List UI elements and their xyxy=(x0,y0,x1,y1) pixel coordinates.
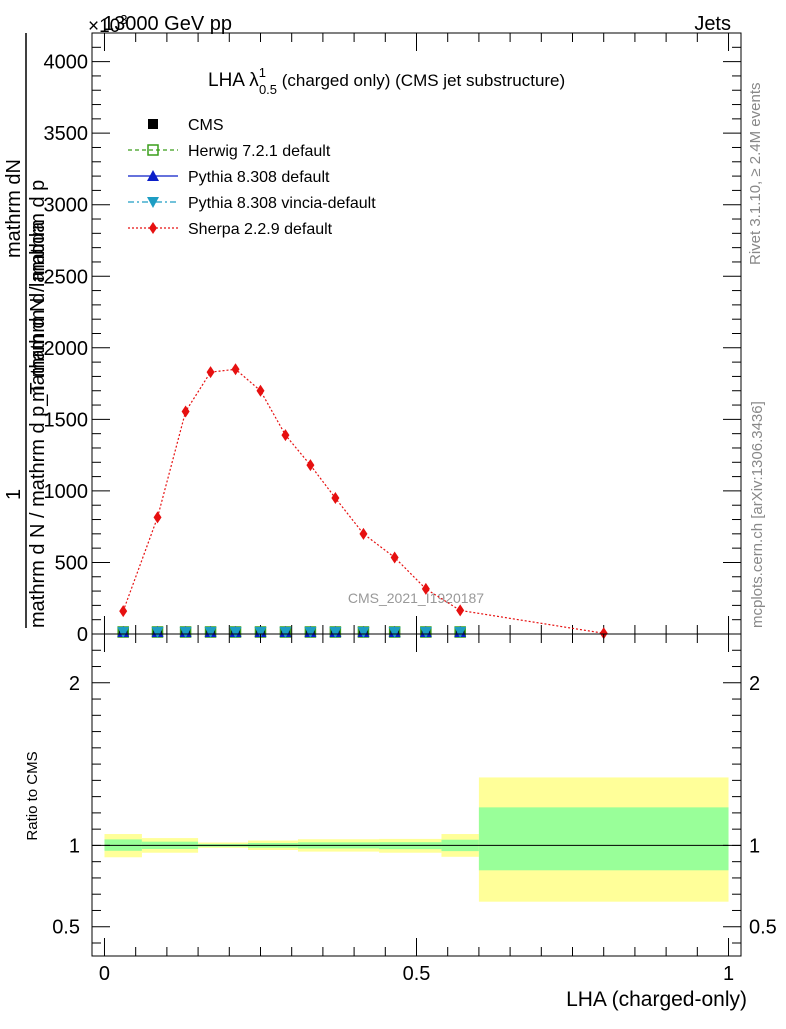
data-point xyxy=(231,363,240,376)
ratio-bands xyxy=(104,777,729,902)
main-y-ticks: 0 500 1000 1500 2000 2500 3000 3500 4000 xyxy=(44,32,741,646)
data-point xyxy=(151,627,164,638)
data-point xyxy=(181,405,190,418)
data-point xyxy=(454,627,467,638)
ratio-panel: 0.5 0.51 12 2 0 0.5 1 Ratio to CMS LHA (charg… xyxy=(24,633,777,1011)
data-point xyxy=(456,604,465,617)
x-tick-label: 0.5 xyxy=(403,963,431,985)
x-tick-label: 1 xyxy=(723,963,734,985)
title-sup: 1 xyxy=(259,65,266,80)
energy-label: 13000 GeV pp xyxy=(103,13,232,35)
ratio-y-axis-title: Ratio to CMS xyxy=(24,751,41,840)
ylabel-numerator: mathrm dN xyxy=(3,159,25,258)
y-tick-label: 3000 xyxy=(44,195,89,217)
legend: CMS Herwig 7.2.1 default Pythia 8.308 defa… xyxy=(128,117,376,238)
title-text: LHA λ1 0.5 (charged only) (CMS jet substr… xyxy=(208,65,565,97)
main-y-axis-title: mathrm dN 1 mathrm d N / mathrm d p_T ma… xyxy=(3,33,49,628)
rivet-label: Rivet 3.1.10, ≥ 2.4M events xyxy=(747,83,764,266)
analysis-watermark: CMS_2021_I1920187 xyxy=(348,590,484,606)
data-point xyxy=(388,627,401,638)
ratio-y-tick-label: 1 xyxy=(69,835,80,857)
ratio-y-tick-label: 2 xyxy=(69,673,80,695)
legend-label: CMS xyxy=(188,117,224,134)
y-tick-label: 2000 xyxy=(44,338,89,360)
y-exponent-power: 3 xyxy=(120,12,127,27)
data-point xyxy=(329,627,342,638)
legend-marker xyxy=(147,144,159,156)
data-point xyxy=(279,627,292,638)
y-exponent-label: ×103 xyxy=(88,12,127,37)
y-tick-label: 1500 xyxy=(44,409,89,431)
data-point xyxy=(331,492,340,505)
y-tick-label: 500 xyxy=(55,552,88,574)
ylabel-denominator: mathrm d N / mathrm d p_T mathrm d lambd… xyxy=(27,221,49,628)
data-point xyxy=(421,582,430,595)
ratio-y-tick-label-right: 2 xyxy=(749,673,760,695)
ylabel-one: 1 xyxy=(3,489,25,500)
legend-label: Pythia 8.308 vincia-default xyxy=(188,195,376,212)
y-tick-label: 2500 xyxy=(44,266,89,288)
legend-label: Sherpa 2.2.9 default xyxy=(188,221,333,238)
data-point xyxy=(254,627,267,638)
legend-marker xyxy=(147,197,159,208)
y-exponent-base: ×10 xyxy=(88,16,120,37)
process-label: Jets xyxy=(694,13,731,35)
ratio-y-tick-label-right: 0.5 xyxy=(749,917,777,939)
data-point xyxy=(204,627,217,638)
ylabel-inner: mathrm d N / mathrm d p xyxy=(27,180,49,402)
ratio-x-ticks: 0 0.5 1 xyxy=(99,634,734,985)
ratio-y-ticks: 0.5 0.5 1 1 2 2 xyxy=(52,649,777,944)
ratio-y-tick-label-right: 1 xyxy=(749,835,760,857)
data-point xyxy=(306,459,315,472)
title-main: LHA λ xyxy=(208,70,259,91)
data-point xyxy=(119,605,128,618)
x-tick-label: 0 xyxy=(99,963,110,985)
plot-title: LHA λ1 0.5 (charged only) (CMS jet substr… xyxy=(208,65,565,97)
legend-marker xyxy=(148,119,158,129)
data-point xyxy=(357,627,370,638)
data-point xyxy=(179,627,192,638)
data-point xyxy=(599,627,608,640)
data-point xyxy=(419,627,432,638)
sherpa-line xyxy=(122,368,604,634)
y-tick-label: 1000 xyxy=(44,481,89,503)
data-point xyxy=(206,366,215,379)
y-tick-label: 0 xyxy=(77,624,88,646)
ratio-y-tick-label: 0.5 xyxy=(52,917,80,939)
data-point xyxy=(153,511,162,524)
data-point xyxy=(229,627,242,638)
data-point xyxy=(304,627,317,638)
legend-label: Pythia 8.308 default xyxy=(188,169,330,186)
data-point xyxy=(390,551,399,564)
y-tick-label: 4000 xyxy=(44,52,89,74)
data-point xyxy=(281,429,290,442)
legend-label: Herwig 7.2.1 default xyxy=(188,143,331,160)
main-panel: 0 500 1000 1500 2000 2500 3000 3500 4000 CMS_202… xyxy=(44,32,742,646)
mcplots-label: mcplots.cern.ch [arXiv:1306.3436] xyxy=(749,401,766,628)
legend-marker xyxy=(149,222,157,234)
legend-marker xyxy=(147,170,159,181)
title-sub: 0.5 xyxy=(259,82,277,97)
data-point xyxy=(117,627,130,638)
data-point xyxy=(359,527,368,540)
title-rest: (charged only) (CMS jet substructure) xyxy=(277,71,565,90)
ratio-band-inner xyxy=(478,807,729,871)
data-point xyxy=(256,384,265,397)
y-tick-label: 3500 xyxy=(44,123,89,145)
x-axis-title: LHA (charged-only) xyxy=(566,988,747,1011)
